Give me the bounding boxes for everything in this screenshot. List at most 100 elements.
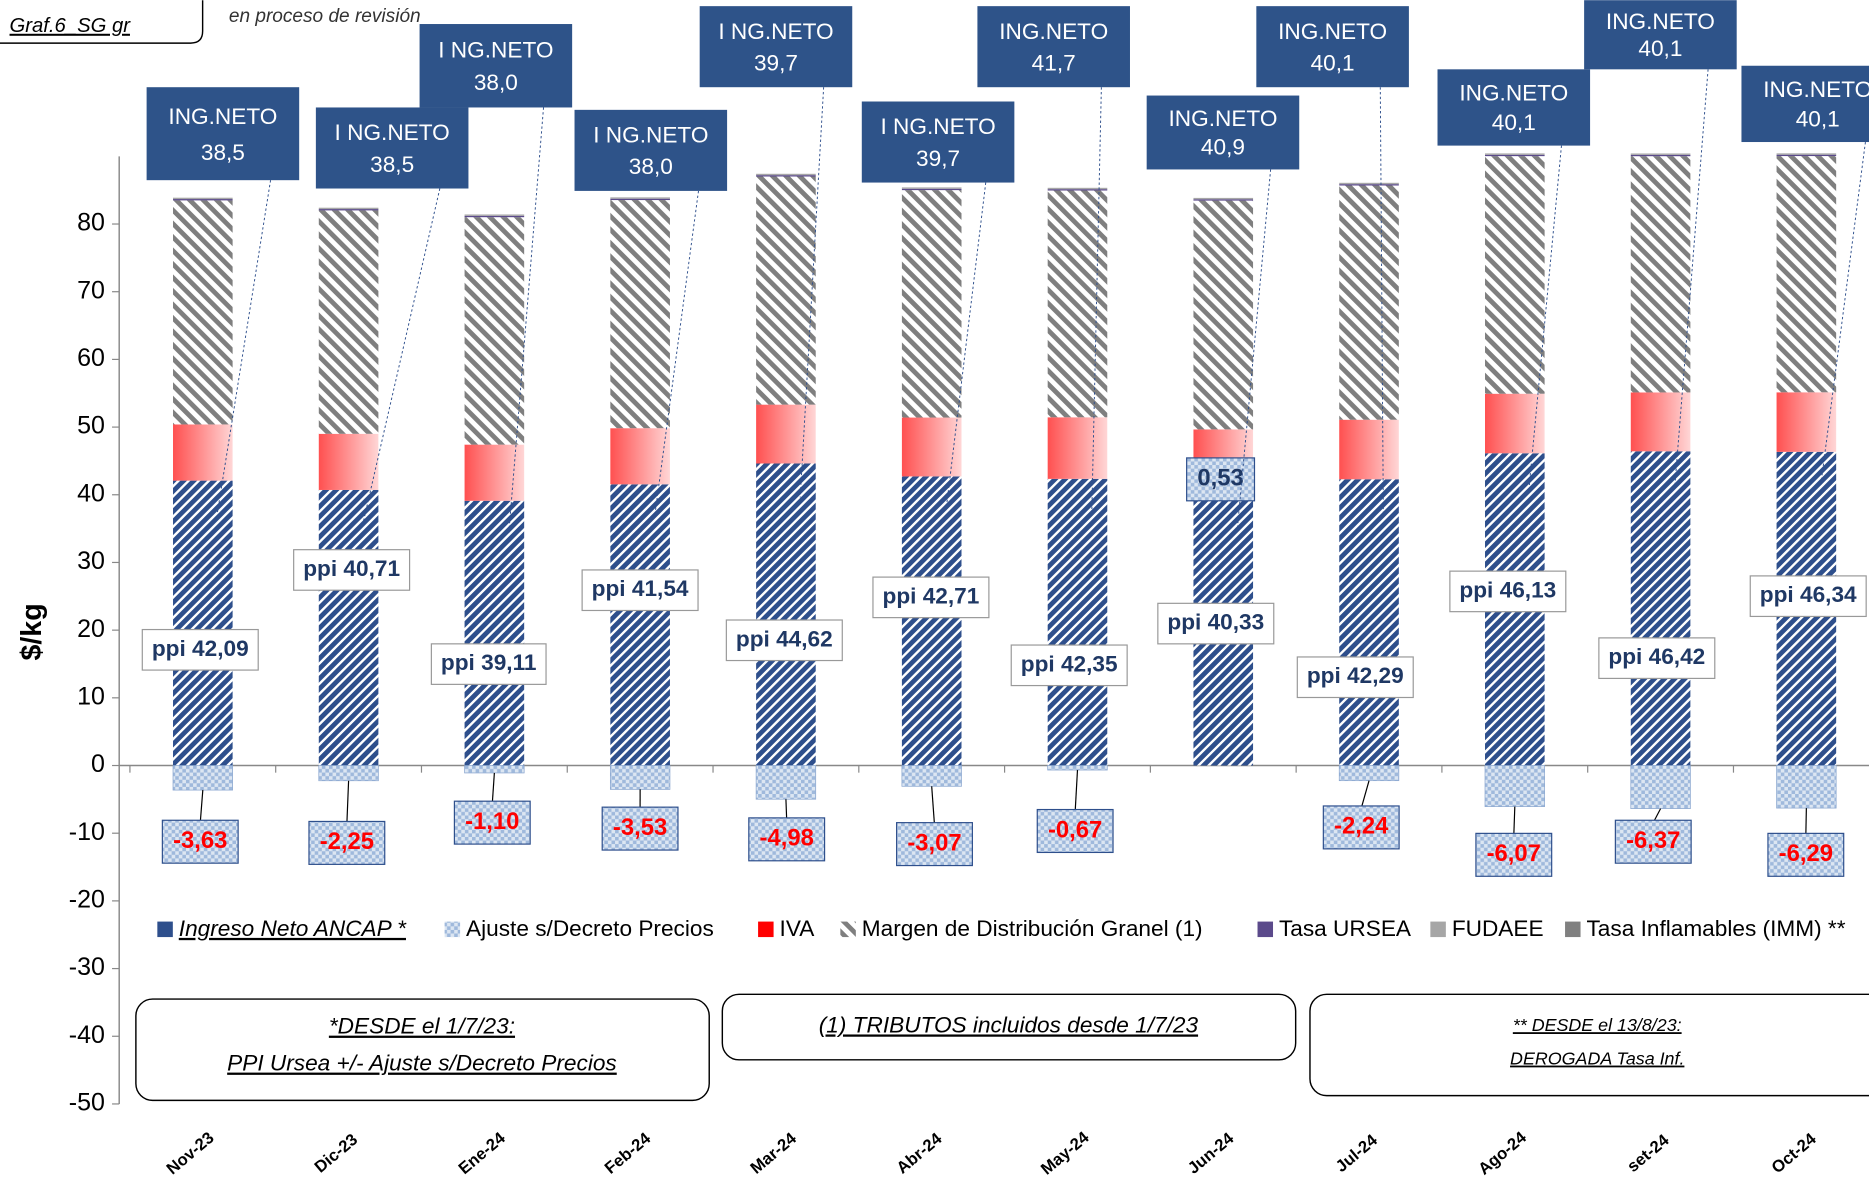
bar-segment [1776,392,1837,452]
x-tick-label: May-24 [1037,1127,1093,1178]
x-tick-label: Oct-24 [1768,1129,1821,1177]
adjust-label: -4,98 [748,817,826,862]
label-box [1010,644,1128,687]
leader-line [491,772,495,804]
bar-segment [173,480,233,766]
bar-segment [1484,765,1545,807]
bar-segment [901,190,962,418]
adjust-label: -6,07 [1475,832,1553,877]
legend-swatch [1430,921,1446,938]
y-tick-label: 10 [77,682,105,710]
net-label: ING.NETO [1459,80,1568,105]
net-label: ING.NETO [168,104,277,129]
label-box [293,549,411,591]
data-label: 0,53 [1197,465,1243,492]
ppi-label: ppi 42,09 [141,628,259,671]
ppi-label: ppi 44,62 [725,619,843,662]
x-tick-label: Ago-24 [1474,1127,1530,1178]
bar-segment [901,187,962,189]
callout-line [799,87,825,498]
y-tick-label: -50 [69,1089,105,1117]
ppi-label: ppi 42,71 [872,576,990,619]
bar-segment [318,207,379,210]
net-callout [315,107,469,189]
leader-line [931,786,936,826]
net-callout [1437,69,1591,146]
chart-title: Graf.6_SG gr [10,15,132,37]
bar-segment [901,476,962,766]
y-tick-label: -40 [69,1021,105,1049]
data-label: -3,07 [907,829,961,856]
data-label: ppi 42,71 [883,583,980,608]
bar-segment [1339,479,1399,766]
y-tick-label: 40 [77,479,105,507]
bar-segment [1047,417,1108,479]
bar-segment [1630,392,1691,452]
data-label: ppi 46,13 [1459,577,1556,602]
x-tick-label: Nov-23 [163,1128,218,1178]
leader-line [785,799,788,821]
label-box [1449,570,1567,613]
label-box [1296,656,1414,699]
bar-segment [173,424,233,481]
data-label: ppi 40,33 [1167,610,1264,635]
bar-segment [1339,419,1399,480]
y-tick-label: -10 [69,818,105,846]
net-label: ING.NETO [1168,106,1277,131]
bar-segment [1338,765,1400,782]
legend-label: Margen de Distribución Granel (1) [862,916,1203,941]
leader-line [1513,806,1516,836]
data-label: ppi 46,34 [1760,582,1857,607]
leader-line [1074,770,1079,812]
net-label: I NG.NETO [718,19,833,44]
label-box [1767,832,1845,877]
bar-segment [1776,154,1837,157]
bar-segment [756,404,816,464]
bar-segment [464,217,525,445]
ppi-label: ppi 40,33 [1157,602,1275,645]
y-tick-label: 80 [77,209,105,237]
bar-segment [610,484,670,766]
note: ** DESDE el 13/8/23: [1513,1015,1682,1035]
note: PPI Ursea +/- Ajuste s/Decreto Precios [227,1051,617,1076]
net-callout [146,87,300,181]
net-callout [1741,65,1869,143]
ppi-label: ppi 46,34 [1749,575,1867,618]
label-box [725,619,843,662]
bar-segment [1630,156,1691,393]
adjust-label: -6,37 [1614,819,1692,864]
bar-segment [464,765,525,774]
net-value-label: 40,1 [1796,107,1840,132]
net-callout [1256,6,1409,88]
bar-segment [1193,197,1254,200]
legend-label: IVA [780,916,816,941]
adjust-label: -2,25 [308,820,386,865]
legend-swatch [1257,921,1274,938]
bar-segment [901,188,962,191]
net-label: I NG.NETO [438,38,553,63]
ppi-label: ppi 46,42 [1598,637,1716,680]
data-label: ppi 46,42 [1608,644,1705,669]
label-box [872,576,990,619]
bar-segment [1047,478,1108,766]
leader-line [1360,780,1370,809]
bar-segment [1776,156,1837,393]
y-tick-label: 70 [77,276,105,304]
label-box [1322,805,1400,850]
net-label: I NG.NETO [593,123,708,148]
net-value-label: 38,5 [370,152,414,177]
adjust-label: -1,10 [453,800,531,845]
net-value-label: 41,7 [1032,50,1076,75]
data-label: -6,29 [1779,840,1833,867]
bar-segment [1776,765,1837,809]
bar-segment [318,209,379,211]
bar-segment [1630,765,1691,809]
bar-segment [610,428,670,485]
y-tick-label: -20 [69,885,105,913]
label-box [1749,575,1867,618]
bar-segment [1485,156,1545,394]
label-box [1036,808,1114,854]
title-box [0,0,204,44]
net-value-label: 40,1 [1311,50,1355,75]
